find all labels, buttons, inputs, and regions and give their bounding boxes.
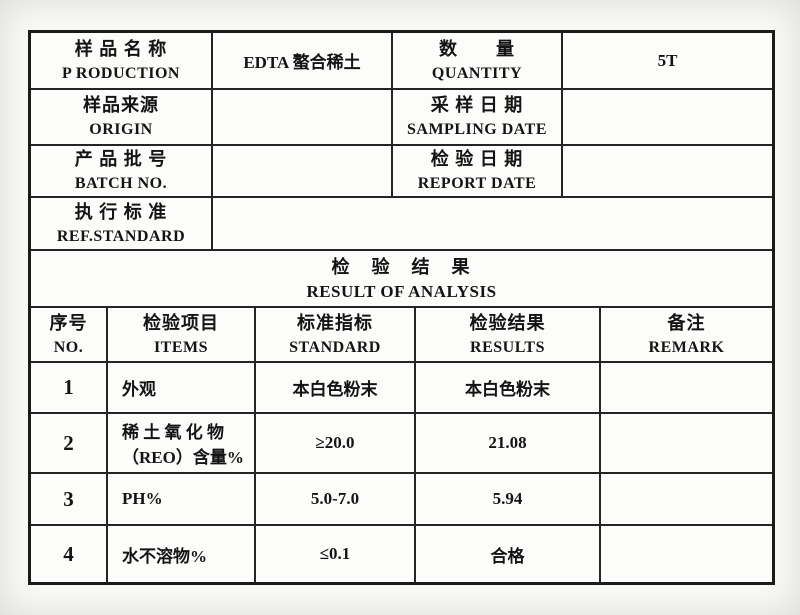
sampling-date-label-cell: 采 样 日 期 SAMPLING DATE: [393, 90, 563, 144]
section-title-zh: 检 验 结 果: [331, 256, 472, 277]
row2-remark-cell: [601, 414, 772, 472]
header-remark-cell: 备注 REMARK: [601, 308, 772, 361]
report-date-value-cell: [563, 146, 772, 196]
report-date-label-en: REPORT DATE: [417, 175, 537, 192]
product-label-en: P RODUCTION: [62, 64, 180, 82]
header-no-en: NO.: [53, 338, 84, 356]
row3-result-cell: 5.94: [416, 474, 601, 524]
report-date-label-zh: 检 验 日 期: [430, 149, 524, 169]
batch-value-cell: [213, 146, 393, 196]
header-items-cell: 检验项目 ITEMS: [108, 308, 256, 361]
batch-label-en: BATCH NO.: [74, 175, 168, 192]
header-remark-zh: 备注: [667, 312, 706, 333]
row4-result-cell: 合格: [416, 526, 601, 582]
row4-result: 合格: [490, 546, 525, 566]
quantity-label-cell: 数 量 QUANTITY: [393, 33, 563, 88]
product-label-cell: 样 品 名 称 P RODUCTION: [31, 33, 213, 88]
row3-no: 3: [63, 486, 74, 511]
info-row-ref-standard: 执 行 标 准 REF.STANDARD: [31, 198, 772, 251]
table-row: 2 稀 土 氧 化 物 （REO）含量% ≥20.0 21.08: [31, 414, 772, 474]
sampling-date-label-en: SAMPLING DATE: [407, 121, 547, 138]
origin-label-cell: 样品来源 ORIGIN: [31, 90, 213, 144]
row1-item-cell: 外观: [108, 363, 256, 412]
row2-standard: ≥20.0: [315, 433, 355, 452]
ref-standard-value-cell: [213, 198, 772, 249]
row4-item-cell: 水不溶物%: [108, 526, 256, 582]
product-value-cell: EDTA 螯合稀土: [213, 33, 393, 88]
header-standard-zh: 标准指标: [297, 312, 373, 333]
header-no-cell: 序号 NO.: [31, 308, 108, 361]
header-items-zh: 检验项目: [143, 312, 219, 333]
origin-value-cell: [213, 90, 393, 144]
row4-standard: ≤0.1: [319, 544, 351, 563]
row3-item: PH%: [122, 489, 163, 508]
header-results-cell: 检验结果 RESULTS: [416, 308, 601, 361]
info-row-origin: 样品来源 ORIGIN 采 样 日 期 SAMPLING DATE: [31, 90, 772, 146]
report-date-label-cell: 检 验 日 期 REPORT DATE: [393, 146, 563, 196]
info-row-product: 样 品 名 称 P RODUCTION EDTA 螯合稀土 数 量 QUANTI…: [31, 33, 772, 90]
row2-no-cell: 2: [31, 414, 108, 472]
row3-result: 5.94: [492, 489, 523, 508]
analysis-report-table: 样 品 名 称 P RODUCTION EDTA 螯合稀土 数 量 QUANTI…: [28, 30, 775, 585]
ref-standard-label-en: REF.STANDARD: [56, 227, 186, 245]
header-remark-en: REMARK: [648, 338, 725, 356]
row2-item: 稀 土 氧 化 物 （REO）含量%: [122, 423, 244, 467]
row4-no-cell: 4: [31, 526, 108, 582]
table-row: 4 水不溶物% ≤0.1 合格: [31, 526, 772, 582]
row3-remark-cell: [601, 474, 772, 524]
row2-result: 21.08: [488, 433, 527, 452]
row4-no: 4: [63, 541, 74, 566]
row1-no-cell: 1: [31, 363, 108, 412]
info-row-batch: 产 品 批 号 BATCH NO. 检 验 日 期 REPORT DATE: [31, 146, 772, 198]
ref-standard-label-cell: 执 行 标 准 REF.STANDARD: [31, 198, 213, 249]
row2-no: 2: [63, 430, 74, 455]
quantity-label-zh: 数 量: [439, 38, 515, 59]
product-value: EDTA 螯合稀土: [243, 53, 361, 72]
header-results-en: RESULTS: [470, 338, 545, 356]
sampling-date-value-cell: [563, 90, 772, 144]
row4-remark-cell: [601, 526, 772, 582]
section-title-row: 检 验 结 果 RESULT OF ANALYSIS: [31, 251, 772, 308]
results-header-row: 序号 NO. 检验项目 ITEMS 标准指标 STANDARD 检验结果 RES…: [31, 308, 772, 363]
ref-standard-label-zh: 执 行 标 准: [74, 201, 168, 222]
row4-item: 水不溶物%: [122, 546, 207, 566]
header-results-zh: 检验结果: [469, 312, 546, 333]
row1-no: 1: [63, 375, 74, 399]
row2-standard-cell: ≥20.0: [256, 414, 416, 472]
row3-standard-cell: 5.0-7.0: [256, 474, 416, 524]
row1-result-cell: 本白色粉末: [416, 363, 601, 412]
header-standard-cell: 标准指标 STANDARD: [256, 308, 416, 361]
header-items-en: ITEMS: [153, 338, 209, 356]
row1-standard: 本白色粉末: [292, 380, 378, 399]
row3-no-cell: 3: [31, 474, 108, 524]
row4-standard-cell: ≤0.1: [256, 526, 416, 582]
batch-label-cell: 产 品 批 号 BATCH NO.: [31, 146, 213, 196]
row3-standard: 5.0-7.0: [310, 489, 360, 508]
section-title-en: RESULT OF ANALYSIS: [306, 281, 497, 301]
section-title-cell: 检 验 结 果 RESULT OF ANALYSIS: [31, 251, 772, 306]
row1-remark-cell: [601, 363, 772, 412]
sampling-date-label-zh: 采 样 日 期: [430, 95, 524, 115]
batch-label-zh: 产 品 批 号: [74, 149, 168, 169]
row1-item: 外观: [122, 380, 156, 399]
table-row: 3 PH% 5.0-7.0 5.94: [31, 474, 772, 526]
quantity-label-en: QUANTITY: [431, 64, 523, 82]
row2-item-cell: 稀 土 氧 化 物 （REO）含量%: [108, 414, 256, 472]
quantity-value: 5T: [657, 50, 678, 70]
quantity-value-cell: 5T: [563, 33, 772, 88]
origin-label-en: ORIGIN: [89, 121, 153, 138]
origin-label-zh: 样品来源: [83, 95, 159, 115]
row2-result-cell: 21.08: [416, 414, 601, 472]
row1-standard-cell: 本白色粉末: [256, 363, 416, 412]
product-label-zh: 样 品 名 称: [74, 38, 168, 59]
row3-item-cell: PH%: [108, 474, 256, 524]
header-no-zh: 序号: [49, 312, 88, 333]
header-standard-en: STANDARD: [289, 338, 381, 356]
table-row: 1 外观 本白色粉末 本白色粉末: [31, 363, 772, 414]
row1-result: 本白色粉末: [465, 380, 550, 399]
